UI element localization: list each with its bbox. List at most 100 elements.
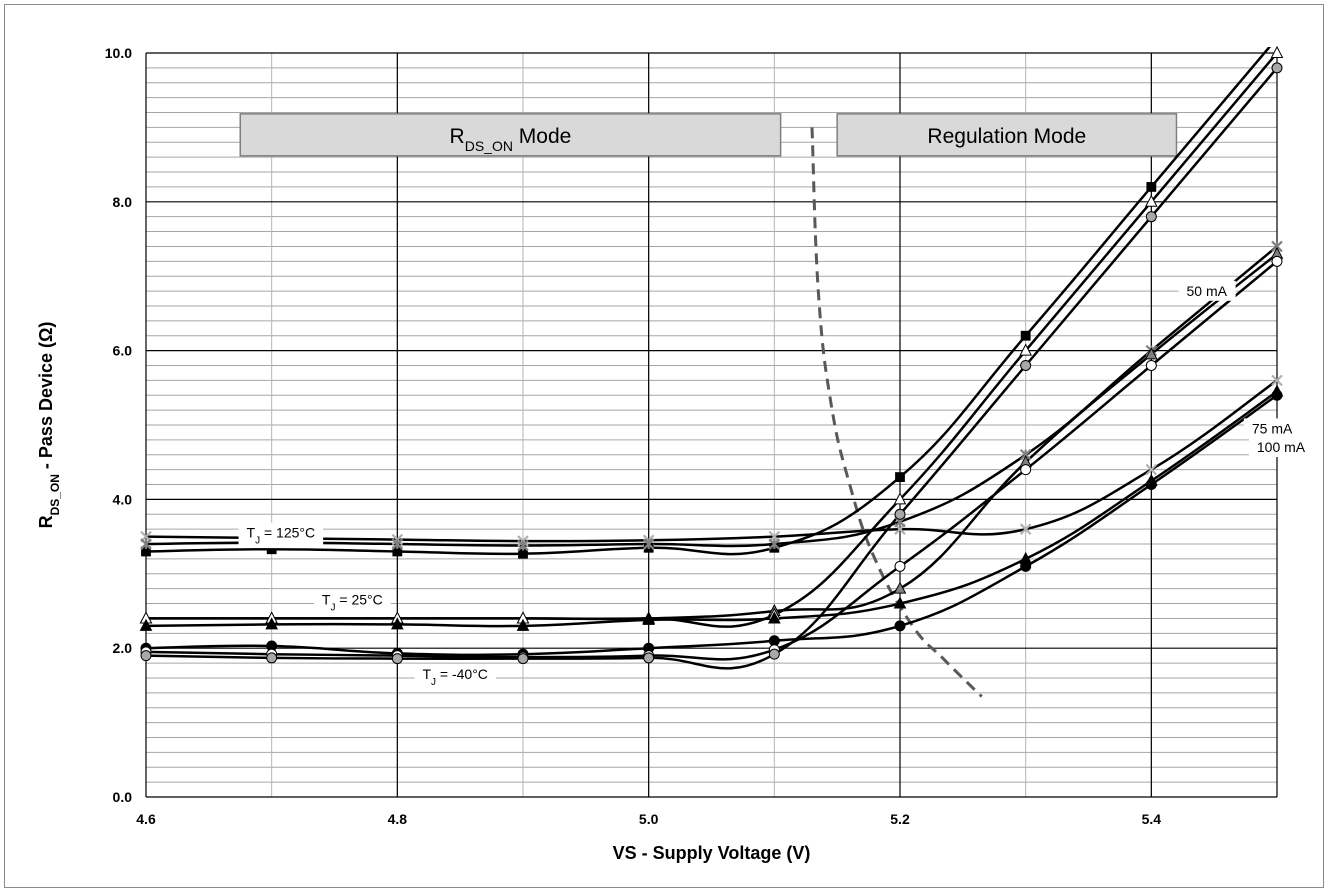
triangle-marker (1145, 347, 1158, 360)
annotation-main: T (322, 592, 331, 608)
mode-label-subscript: DS_ON (465, 138, 513, 154)
mode-label: Regulation Mode (927, 125, 1086, 148)
tick-labels: 4.6 4.8 5.0 5.2 5.4 0.0 2.0 4.0 6.0 8.0 10.0 (105, 45, 1162, 827)
triangle-marker (893, 492, 907, 505)
circle-marker (1020, 359, 1032, 371)
circle-marker (1271, 62, 1283, 74)
x-axis-label: VS - Supply Voltage (V) (613, 843, 811, 863)
series-line (146, 390, 1278, 628)
cross-marker (391, 538, 404, 550)
y-tick-label: 10.0 (105, 45, 132, 61)
triangle-marker (1145, 194, 1158, 207)
mode-label: RDS_ON Mode (450, 125, 572, 154)
series-line (146, 252, 1278, 621)
annotation-label: 50 mA (1187, 283, 1228, 299)
annotation-main: T (422, 666, 431, 682)
triangle-marker (391, 617, 404, 630)
x-tick-label: 4.6 (136, 811, 156, 827)
x-tick-label: 5.0 (639, 811, 659, 827)
circle-marker (768, 648, 780, 660)
series-line (146, 67, 1278, 670)
y-axis-label-rest: - Pass Device (Ω) (36, 322, 56, 475)
x-tick-label: 4.8 (388, 811, 408, 827)
mode-label-main: Regulation Mode (927, 125, 1086, 148)
mode-band (836, 113, 1178, 157)
y-tick-label: 6.0 (113, 343, 133, 359)
circle-marker (517, 653, 529, 665)
x-tick-label: 5.4 (1142, 811, 1162, 827)
y-tick-label: 2.0 (113, 640, 133, 656)
triangle-marker (516, 618, 530, 631)
annotation-label: TJ = 25°C (322, 592, 383, 614)
circle-marker (894, 620, 906, 632)
circle-marker (1020, 464, 1032, 476)
y-tick-label: 0.0 (113, 789, 133, 805)
circle-marker (1145, 211, 1157, 223)
y-tick-label: 8.0 (113, 194, 133, 210)
cross-marker (642, 538, 655, 550)
annotation-main: 100 mA (1257, 439, 1306, 455)
annotation-label: 100 mA (1257, 439, 1306, 455)
y-axis-label-subscript: DS_ON (48, 474, 62, 515)
data-point-markers (139, 45, 1284, 665)
annotation-label: TJ = -40°C (422, 666, 487, 688)
annotation-label: TJ = 125°C (247, 525, 316, 547)
circle-marker (266, 652, 278, 664)
series-line (146, 260, 1278, 661)
annotation-main: 50 mA (1187, 283, 1228, 299)
triangle-marker (768, 611, 781, 624)
annotation-box (1248, 437, 1314, 458)
annotation-box (414, 663, 496, 690)
mode-label-rest: Mode (513, 125, 571, 148)
annotation-main: 75 mA (1252, 420, 1293, 436)
annotation-rest: = 125°C (260, 525, 315, 541)
circle-marker (1145, 479, 1157, 491)
triangle-marker (1270, 45, 1284, 58)
cross-marker (1019, 523, 1032, 535)
circle-marker (643, 652, 655, 664)
mode-boundary-line (810, 127, 983, 698)
mode-boundary-curve (810, 127, 983, 698)
x-tick-label: 5.2 (890, 811, 910, 827)
y-axis-label: RDS_ON - Pass Device (Ω) (36, 322, 62, 529)
circle-marker (391, 653, 403, 665)
series-line (146, 47, 1272, 556)
circle-marker (1271, 389, 1283, 401)
triangle-marker (265, 617, 278, 630)
mode-band (239, 113, 782, 157)
cross-marker (140, 538, 152, 550)
mode-bands: RDS_ON Mode Regulation Mode (239, 113, 1178, 157)
cross-marker (517, 539, 529, 552)
series-line (146, 379, 1278, 543)
annotation-subscript: J (330, 602, 335, 613)
annotation-subscript: J (255, 535, 260, 546)
annotation-rest: = -40°C (436, 666, 488, 682)
annotation-box (313, 589, 391, 616)
y-axis-label-main: R (36, 515, 56, 528)
triangle-marker (642, 612, 655, 625)
circle-marker (1271, 255, 1283, 267)
circle-marker (140, 650, 152, 662)
annotation-subscript: J (431, 676, 436, 687)
square-marker (1020, 330, 1031, 341)
series-line (146, 52, 1278, 628)
triangle-marker (893, 596, 907, 609)
major-gridlines (145, 52, 1278, 798)
mode-label-main: R (450, 125, 465, 148)
triangle-marker (1019, 343, 1032, 356)
series-line (146, 394, 1278, 657)
cross-marker (1271, 374, 1283, 387)
annotation-label: 75 mA (1252, 420, 1293, 436)
annotation-box (1243, 418, 1301, 439)
annotation-rest: = 25°C (335, 592, 382, 608)
annotation-main: T (247, 525, 256, 541)
triangle-marker (139, 618, 153, 631)
annotation-box (238, 522, 324, 549)
circle-marker (894, 560, 906, 572)
triangle-marker (893, 581, 907, 594)
series-lines (146, 47, 1278, 670)
cross-marker (768, 538, 781, 550)
circle-marker (1145, 359, 1157, 371)
